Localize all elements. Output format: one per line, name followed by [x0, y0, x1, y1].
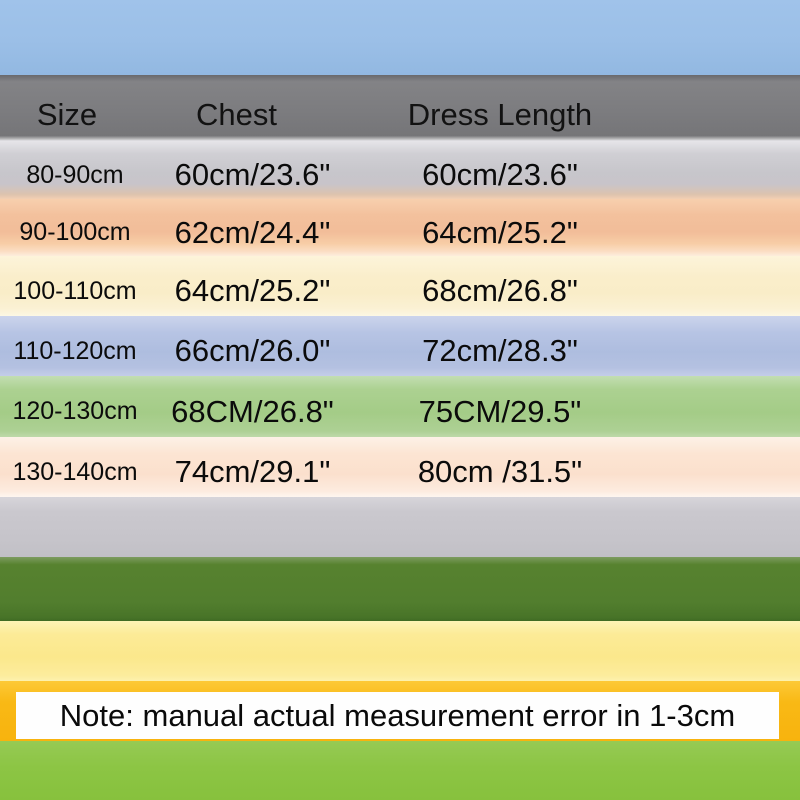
- cell-size: 110-120cm: [13, 336, 137, 365]
- table-row: 90-100cm 62cm/24.4" 64cm/25.2": [0, 199, 800, 256]
- cell-size: 80-90cm: [26, 160, 124, 189]
- table-row: 120-130cm 68CM/26.8" 75CM/29.5": [0, 376, 800, 437]
- cell-dress-length: 64cm/25.2": [422, 214, 578, 250]
- cell-size: 90-100cm: [19, 218, 131, 246]
- top-banner: [0, 0, 800, 75]
- note-text: Note: manual actual measurement error in…: [59, 697, 736, 733]
- cell-size: 130-140cm: [12, 457, 138, 486]
- cell-dress-length: 75CM/29.5": [418, 393, 582, 429]
- amber-band: Note: manual actual measurement error in…: [0, 681, 800, 741]
- table-row: 80-90cm 60cm/23.6" 60cm/23.6": [0, 141, 800, 199]
- gray-divider-band: [0, 497, 800, 557]
- cell-chest: 74cm/29.1": [174, 454, 331, 489]
- table-row: 130-140cm 74cm/29.1" 80cm /31.5": [0, 437, 800, 497]
- pale-yellow-band: [0, 621, 800, 681]
- cell-chest: 60cm/23.6": [174, 157, 331, 192]
- table-header-row: Size Chest Dress Length: [0, 75, 800, 141]
- header-chest: Chest: [196, 97, 277, 132]
- cell-chest: 64cm/25.2": [174, 273, 331, 308]
- cell-size: 120-130cm: [12, 397, 138, 425]
- cell-chest: 66cm/26.0": [174, 333, 331, 368]
- cell-dress-length: 72cm/28.3": [422, 333, 578, 368]
- table-row: 100-110cm 64cm/25.2" 68cm/26.8": [0, 256, 800, 316]
- cell-dress-length: 80cm /31.5": [417, 454, 583, 489]
- bottom-green-band: [0, 741, 800, 800]
- cell-chest: 62cm/24.4": [174, 214, 331, 250]
- cell-dress-length: 60cm/23.6": [422, 157, 578, 192]
- cell-size: 100-110cm: [13, 276, 137, 305]
- table-row: 110-120cm 66cm/26.0" 72cm/28.3": [0, 316, 800, 376]
- note-box: Note: manual actual measurement error in…: [16, 692, 779, 739]
- cell-dress-length: 68cm/26.8": [422, 273, 578, 308]
- cell-chest: 68CM/26.8": [171, 393, 334, 429]
- size-table: Size Chest Dress Length 80-90cm 60cm/23.…: [0, 75, 800, 497]
- dark-green-band: [0, 557, 800, 621]
- header-dress-length: Dress Length: [407, 97, 593, 132]
- header-size: Size: [36, 97, 98, 132]
